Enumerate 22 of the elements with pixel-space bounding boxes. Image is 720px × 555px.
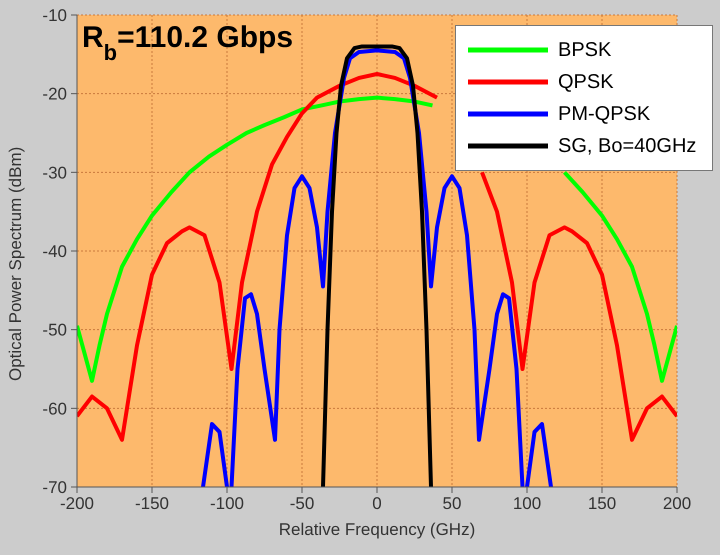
legend-label: SG, Bo=40GHz bbox=[558, 134, 696, 158]
y-tick-label: -10 bbox=[42, 6, 67, 26]
y-tick-label: -50 bbox=[42, 320, 67, 340]
x-tick-label: 0 bbox=[372, 494, 382, 514]
line-series bbox=[321, 44, 433, 487]
y-axis-title: Optical Power Spectrum (dBm) bbox=[6, 146, 26, 381]
y-tick-label: -30 bbox=[42, 163, 67, 182]
y-tick-label: -20 bbox=[42, 84, 67, 104]
y-tick-label: -40 bbox=[42, 242, 67, 262]
x-tick-label: 150 bbox=[588, 494, 616, 514]
y-tick-label: -60 bbox=[42, 399, 67, 418]
x-tick-label: 50 bbox=[442, 494, 462, 514]
x-tick-label: 200 bbox=[662, 494, 692, 514]
x-tick-label: -100 bbox=[210, 494, 244, 514]
x-tick-label: 100 bbox=[512, 494, 542, 514]
annotation: R$_{b}$=110.2 Gbps bbox=[82, 21, 294, 64]
x-tick-label: -150 bbox=[134, 494, 170, 514]
legend-label: PM-QPSK bbox=[558, 102, 650, 126]
x-axis-title: Relative Frequency (GHz) bbox=[278, 520, 476, 539]
legend-label: BPSK bbox=[558, 38, 612, 62]
legend-label: QPSK bbox=[558, 70, 614, 94]
x-tick-label: -50 bbox=[290, 494, 314, 514]
